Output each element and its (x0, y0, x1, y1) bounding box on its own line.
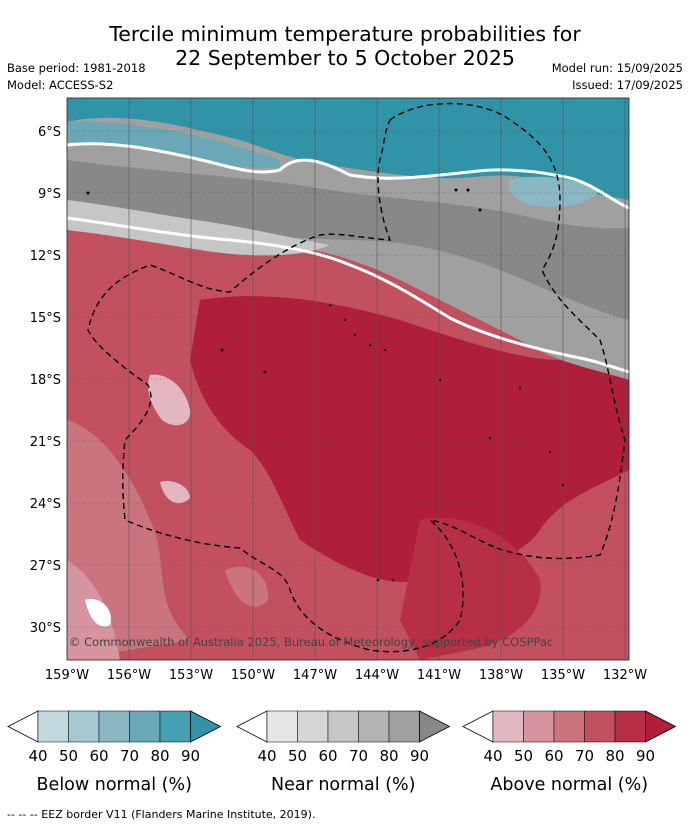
legend-tick: 40 (257, 747, 276, 765)
legend-tick: 90 (410, 747, 429, 765)
below-40-spot (85, 599, 111, 627)
legend-label: Above normal (%) (490, 775, 648, 795)
model-name: Model: ACCESS-S2 (7, 78, 114, 92)
map-frame (66, 97, 630, 661)
lon-label: 147°W (293, 668, 337, 683)
legend-color-swatch (37, 710, 69, 743)
legend-below: 40 50 60 70 80 90 Below normal (%) (7, 710, 222, 795)
above-normal-60-patch-2 (225, 566, 269, 607)
near-normal-60-band (67, 200, 330, 256)
legend-color-swatch (159, 710, 191, 743)
lon-label: 141°W (417, 668, 461, 683)
legend-color-swatch (358, 710, 390, 743)
longitude-labels: 159°W 156°W 153°W 150°W 147°W 144°W 141°W 138°W… (45, 668, 647, 683)
legend-color-swatch (584, 710, 616, 743)
legend-tick: 60 (318, 747, 337, 765)
above-normal-40-spot-2 (160, 480, 190, 504)
legends: 40 50 60 70 80 90 Below normal (%) 40 50 60 70 80 90… (7, 710, 677, 795)
legend-color-swatch (266, 710, 298, 743)
lat-label: 15°S (30, 311, 61, 326)
copyright-notice: © Commonwealth of Australia 2025, Bureau… (69, 635, 553, 649)
meta-left: Base period: 1981-2018 Model: ACCESS-S2 (7, 60, 146, 94)
legend-above: 40 50 60 70 80 90 Above normal (%) (462, 710, 677, 795)
legend-under-triangle (7, 710, 39, 743)
lat-label: 24°S (30, 497, 61, 512)
lon-label: 150°W (231, 668, 275, 683)
legend-label: Below normal (%) (37, 775, 192, 795)
tercile-boundary-near-below (67, 142, 629, 210)
lon-label: 153°W (169, 668, 213, 683)
lon-label: 132°W (603, 668, 647, 683)
title-line-1: Tercile minimum temperature probabilitie… (109, 22, 581, 46)
probability-map: © Commonwealth of Australia 2025, Bureau… (30, 97, 647, 683)
above-normal-80-region (190, 296, 629, 582)
legend-color-swatch (388, 710, 420, 743)
near-normal-80-band (67, 160, 629, 320)
legend-color-swatch (98, 710, 130, 743)
legend-tick: 90 (181, 747, 200, 765)
lat-label: 30°S (30, 621, 61, 636)
legend-color-swatch (523, 710, 555, 743)
eez-border (87, 102, 626, 653)
map-field (67, 98, 629, 660)
lat-label: 27°S (30, 559, 61, 574)
legend-tick: 50 (288, 747, 307, 765)
title-line-2: 22 September to 5 October 2025 (175, 46, 515, 70)
above-normal-80-region-2 (400, 518, 541, 660)
lon-label: 159°W (45, 668, 89, 683)
legend-tick: 60 (544, 747, 563, 765)
tercile-boundary-above-near (67, 216, 629, 374)
legend-color-swatch (492, 710, 524, 743)
eez-footnote: -- -- -- EEZ border V11 (Flanders Marine… (7, 808, 316, 821)
lat-label: 21°S (30, 435, 61, 450)
legend-tick: 50 (514, 747, 533, 765)
legend-tick: 80 (605, 747, 624, 765)
legend-tick: 60 (89, 747, 108, 765)
legend-color-swatch (129, 710, 161, 743)
islands (86, 188, 565, 582)
legend-tick: 80 (379, 747, 398, 765)
legend-tick: 70 (120, 747, 139, 765)
legend-color-swatch (614, 710, 646, 743)
legend-over-triangle (645, 710, 677, 743)
legend-tick: 50 (59, 747, 78, 765)
legend-over-triangle (419, 710, 451, 743)
legend-color-swatch (553, 710, 585, 743)
above-normal-40-spot (148, 374, 191, 426)
meta-right: Model run: 15/09/2025 Issued: 17/09/2025 (552, 60, 683, 94)
map-title: Tercile minimum temperature probabilitie… (0, 22, 690, 70)
legend-label: Near normal (%) (271, 775, 416, 795)
lat-label: 18°S (30, 373, 61, 388)
lat-label: 12°S (30, 249, 61, 264)
below-normal-60-patch (508, 176, 600, 207)
legend-near: 40 50 60 70 80 90 Near normal (%) (236, 710, 451, 795)
below-normal-70-band (67, 121, 280, 169)
legend-tick: 80 (150, 747, 169, 765)
legend-tick: 40 (483, 747, 502, 765)
lat-label: 6°S (38, 125, 61, 140)
lon-grid-lines (67, 98, 626, 660)
legend-tick: 40 (28, 747, 47, 765)
legend-under-triangle (462, 710, 494, 743)
lat-label: 9°S (38, 187, 61, 202)
lon-label: 156°W (107, 668, 151, 683)
model-run: Model run: 15/09/2025 (551, 61, 683, 75)
legend-color-swatch (327, 710, 359, 743)
base-period: Base period: 1981-2018 (7, 61, 146, 75)
legend-over-triangle (190, 710, 222, 743)
lon-label: 138°W (479, 668, 523, 683)
lon-label: 135°W (541, 668, 585, 683)
issued-date: Issued: 17/09/2025 (572, 78, 683, 92)
latitude-labels: 6°S 9°S 12°S 15°S 18°S 21°S 24°S 27°S 30°S (30, 125, 61, 636)
legend-tick: 70 (575, 747, 594, 765)
lon-label: 144°W (355, 668, 399, 683)
legend-tick: 90 (636, 747, 655, 765)
legend-color-swatch (297, 710, 329, 743)
legend-color-swatch (68, 710, 100, 743)
lat-grid-lines (67, 130, 629, 628)
legend-tick: 70 (349, 747, 368, 765)
below-normal-90-region (67, 98, 629, 200)
legend-under-triangle (236, 710, 268, 743)
